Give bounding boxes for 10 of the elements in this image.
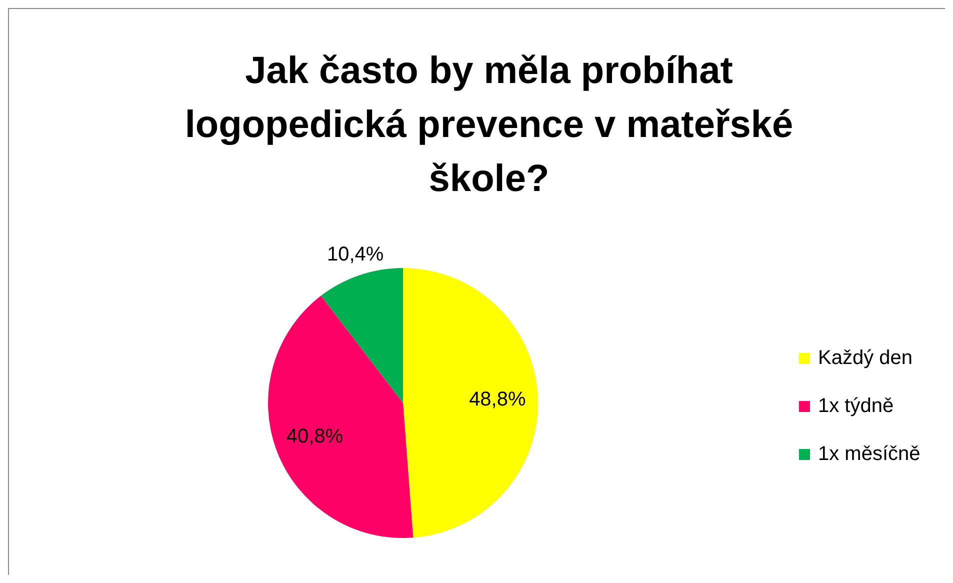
pie-slice bbox=[320, 268, 403, 403]
pie-slice bbox=[403, 268, 538, 538]
data-label: 40,8% bbox=[286, 426, 344, 448]
legend-label: 1x týdně bbox=[818, 394, 894, 418]
data-label: 10,4% bbox=[326, 243, 384, 266]
pie-slice bbox=[268, 296, 414, 538]
chart-title: Jak často by měla probíhat logopedická prevence v mateřské škole? bbox=[184, 49, 794, 202]
data-label: 48,8% bbox=[469, 388, 526, 410]
legend-label: 1x měsíčně bbox=[818, 442, 920, 466]
legend-label: Každý den bbox=[818, 346, 913, 370]
